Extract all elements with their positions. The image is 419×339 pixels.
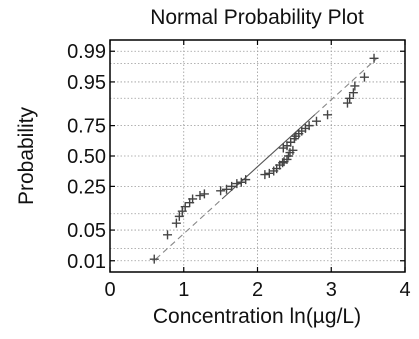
y-tick-label: 0.95	[67, 72, 106, 94]
chart-title: Normal Probability Plot	[150, 6, 364, 29]
y-tick-label: 0.99	[67, 41, 106, 63]
x-tick-label: 4	[399, 279, 410, 301]
data-point	[177, 206, 187, 216]
y-tick-label: 0.01	[67, 251, 106, 273]
data-point	[304, 121, 314, 131]
data-point	[232, 179, 242, 189]
fit-line-dashed	[155, 198, 223, 260]
data-point	[195, 191, 205, 201]
data-point	[264, 168, 274, 178]
data-point	[350, 81, 360, 91]
x-tick-label: 2	[252, 279, 263, 301]
x-tick-label: 0	[104, 279, 115, 301]
data-point	[222, 184, 232, 194]
data-point	[227, 181, 237, 191]
data-point	[359, 72, 369, 82]
grid	[110, 40, 405, 272]
data-point	[149, 254, 159, 264]
x-axis-label: Concentration ln(µg/L)	[153, 305, 361, 328]
y-tick-label: 0.05	[67, 220, 106, 242]
data-point	[188, 194, 198, 204]
x-axis-ticks: 0 1 2 3 4	[104, 40, 411, 301]
data-point	[199, 189, 209, 199]
x-tick-label: 1	[178, 279, 189, 301]
data-point	[260, 170, 270, 180]
data-point	[342, 98, 352, 108]
data-point	[312, 116, 321, 126]
data-points	[149, 53, 379, 264]
fit-line-solid	[221, 114, 316, 200]
data-point	[369, 53, 379, 63]
data-point	[348, 88, 358, 98]
data-point	[174, 211, 184, 221]
x-tick-label: 3	[326, 279, 337, 301]
data-point	[163, 230, 173, 240]
fit-line	[155, 57, 378, 260]
y-axis-ticks: 0.01 0.05 0.25 0.50 0.75 0.95 0.99	[67, 41, 405, 273]
data-point	[323, 110, 333, 120]
data-point	[288, 145, 298, 155]
y-tick-label: 0.75	[67, 116, 106, 138]
fit-line-dashed	[314, 57, 378, 115]
data-point	[345, 93, 355, 103]
data-point	[216, 186, 226, 196]
y-axis-label: Probability	[15, 106, 38, 205]
data-point	[171, 218, 181, 228]
y-tick-label: 0.25	[67, 176, 106, 198]
data-point	[241, 175, 251, 185]
y-tick-label: 0.50	[67, 146, 106, 168]
data-point	[180, 202, 190, 212]
